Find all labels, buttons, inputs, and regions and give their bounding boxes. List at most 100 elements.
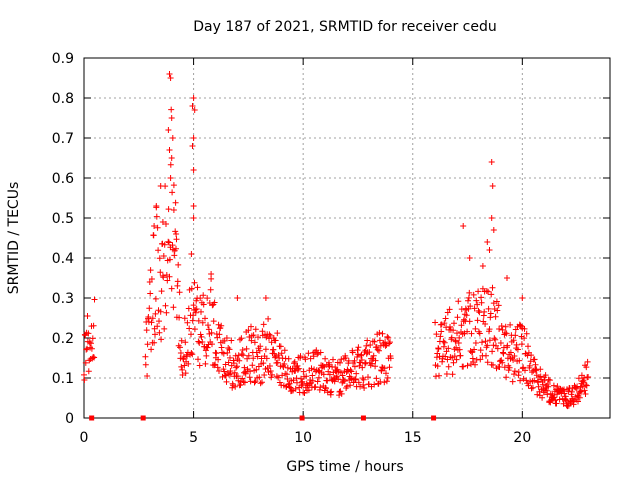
data-point [207,286,214,293]
data-point [326,371,333,378]
data-point [276,379,283,386]
data-point [531,356,538,363]
data-point [166,273,173,280]
data-point [582,391,589,397]
data-point [160,253,167,259]
data-point [358,351,365,358]
data-point [149,315,156,322]
data-point [291,358,298,365]
data-point [85,330,92,337]
data-point [148,346,155,353]
data-point [204,295,211,302]
data-point [583,364,590,371]
data-point [260,360,267,367]
data-point [584,358,591,365]
chart-title: Day 187 of 2021, SRMTID for receiver ced… [193,19,496,35]
data-point [355,344,362,351]
data-point [442,315,449,322]
data-point [173,231,180,237]
data-point [192,309,199,316]
data-point [262,295,269,301]
data-point [254,353,261,360]
data-point [471,346,478,353]
data-point [477,347,484,354]
data-point [488,291,495,298]
data-point [528,385,535,392]
data-point [478,294,485,301]
data-point [487,310,494,317]
y-tick-label: 0.8 [52,91,74,107]
data-point [323,385,329,392]
data-point [147,290,154,297]
data-point [234,295,241,301]
data-point [151,223,158,229]
data-point [470,291,477,298]
data-point [514,346,521,353]
data-point [172,199,179,206]
data-point [184,353,190,360]
data-point [357,359,364,366]
data-point [251,339,258,346]
data-point [153,203,160,209]
data-point [466,318,473,325]
data-point [315,374,322,381]
data-point [165,206,172,213]
data-point [492,313,499,320]
data-point [169,135,176,141]
data-point [227,370,234,377]
data-point [315,350,322,357]
data-point [270,346,277,353]
data-point [170,182,177,189]
data-point [477,356,484,363]
data-point [486,326,493,333]
data-point [488,215,495,221]
data-point [576,394,583,401]
data-point [196,339,203,346]
data-point [238,335,245,342]
data-point [158,288,165,295]
data-point [474,317,481,324]
data-point [190,135,197,141]
data-point [267,368,274,374]
data-point [509,378,516,385]
data-point [153,213,160,220]
data-point [213,350,220,357]
data-point [376,347,382,354]
data-point [198,308,204,315]
data-point [85,368,92,375]
data-point [294,366,301,373]
data-point [272,337,279,344]
data-point [333,373,340,380]
data-point [218,322,225,329]
data-point [310,353,317,360]
data-point [262,346,269,353]
data-point [481,308,488,315]
data-point [314,378,321,385]
data-point [233,364,240,371]
data-point [188,350,195,356]
data-point [475,288,482,295]
data-point [163,221,169,227]
data-point [164,277,171,284]
data-point [199,339,206,345]
data-point [449,371,456,378]
y-axis-label: SRMTID / TECUs [6,182,22,295]
data-point [486,337,493,344]
data-point [537,366,544,373]
data-point [460,363,467,370]
data-point [367,342,374,348]
data-point [177,350,184,356]
data-point [307,355,314,362]
data-point [84,313,91,319]
data-point [322,355,329,362]
data-point [284,376,291,382]
data-point [455,340,462,346]
data-point [279,372,286,379]
data-point [234,363,240,370]
data-point [194,284,201,291]
data-point [151,339,158,346]
data-point [542,372,549,379]
data-point [464,362,471,369]
data-point [166,256,173,263]
